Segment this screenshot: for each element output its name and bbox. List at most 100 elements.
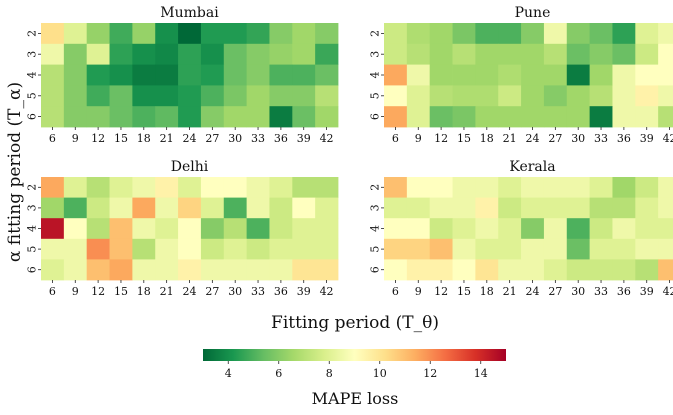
heatmap-cell <box>406 85 431 107</box>
heatmap-cell <box>86 197 110 219</box>
heatmap-cell <box>246 259 270 281</box>
y-tick-label: 6 <box>26 113 39 120</box>
heatmap-cell <box>246 177 270 198</box>
heatmap-cell <box>498 43 522 65</box>
heatmap-cell <box>406 238 431 260</box>
heatmap-cell <box>178 23 202 45</box>
heatmap-cell <box>612 23 636 45</box>
x-tick-label: 27 <box>548 285 562 298</box>
x-tick-label: 9 <box>72 132 79 145</box>
colorbar-tick-label: 12 <box>423 367 437 380</box>
x-tick-label: 15 <box>457 132 471 145</box>
heatmap-cell <box>292 197 316 219</box>
heatmap-cell <box>41 238 65 260</box>
heatmap-cell <box>658 23 673 45</box>
heatmap-cell <box>315 218 339 240</box>
heatmap-cell <box>246 23 270 45</box>
x-tick-label: 21 <box>160 285 174 298</box>
heatmap-cell <box>269 43 293 65</box>
heatmap-pune: Pune69121518212427303336394223456 <box>369 5 673 145</box>
heatmap-cell <box>406 259 431 281</box>
x-tick-label: 18 <box>480 132 494 145</box>
x-tick-label: 9 <box>72 285 79 298</box>
heatmap-cell <box>543 259 568 281</box>
heatmap-cell <box>543 43 568 65</box>
heatmap-cell <box>658 43 673 65</box>
heatmap-cell <box>635 238 659 260</box>
heatmap-cell <box>566 64 591 86</box>
heatmap-cell <box>543 218 568 240</box>
heatmap-cell <box>269 85 293 107</box>
heatmap-cell <box>635 64 659 86</box>
heatmap-cell <box>269 106 293 128</box>
heatmap-cell <box>292 64 316 86</box>
heatmap-cell <box>63 43 88 65</box>
heatmap-cell <box>543 64 568 86</box>
heatmap-cell <box>452 106 476 128</box>
x-tick-label: 27 <box>205 132 219 145</box>
heatmap-cell <box>566 259 591 281</box>
heatmap-cell <box>635 85 659 107</box>
x-tick-label: 42 <box>320 132 334 145</box>
heatmap-cell <box>566 218 591 240</box>
heatmap-cell <box>246 238 270 260</box>
x-tick-label: 9 <box>415 132 422 145</box>
heatmap-cell <box>406 43 431 65</box>
heatmap-cell <box>521 85 545 107</box>
y-tick-label: 2 <box>369 30 382 37</box>
heatmap-cell <box>178 64 202 86</box>
y-tick-label: 5 <box>369 246 382 253</box>
heatmap-cell <box>200 106 225 128</box>
heatmap-cell <box>452 23 476 45</box>
heatmap-cell <box>589 259 613 281</box>
heatmap-cell <box>543 106 568 128</box>
heatmap-cell <box>269 218 293 240</box>
x-tick-label: 15 <box>114 132 128 145</box>
heatmap-cell <box>132 64 156 86</box>
heatmap-cell <box>315 177 339 198</box>
heatmap-cell <box>429 177 453 198</box>
heatmap-cell <box>475 106 499 128</box>
heatmap-cell <box>223 106 248 128</box>
heatmap-cell <box>589 218 613 240</box>
heatmap-cell <box>452 197 476 219</box>
heatmap-cell <box>132 106 156 128</box>
heatmap-title: Mumbai <box>160 5 219 21</box>
heatmap-cell <box>200 64 225 86</box>
heatmap-cell <box>384 64 408 86</box>
heatmap-cell <box>429 197 453 219</box>
x-tick-label: 21 <box>503 132 517 145</box>
heatmap-cell <box>246 43 270 65</box>
heatmap-cell <box>658 197 673 219</box>
y-tick-label: 3 <box>369 204 382 211</box>
x-tick-label: 21 <box>503 285 517 298</box>
heatmap-cell <box>155 177 179 198</box>
heatmap-cell <box>589 177 613 198</box>
heatmap-cell <box>589 43 613 65</box>
x-tick-label: 12 <box>434 285 448 298</box>
heatmap-cell <box>475 259 499 281</box>
heatmap-cell <box>589 85 613 107</box>
heatmap-cell <box>63 23 88 45</box>
heatmap-cell <box>86 259 110 281</box>
heatmap-cell <box>498 23 522 45</box>
colorbar-tick-label: 14 <box>474 367 488 380</box>
heatmap-cell <box>178 106 202 128</box>
heatmap-cell <box>612 218 636 240</box>
heatmap-cell <box>41 85 65 107</box>
heatmap-cell <box>521 238 545 260</box>
heatmap-cell <box>269 177 293 198</box>
heatmap-cell <box>612 259 636 281</box>
heatmap-cell <box>406 64 431 86</box>
heatmap-cell <box>155 238 179 260</box>
heatmap-cell <box>429 218 453 240</box>
heatmap-cell <box>132 43 156 65</box>
heatmap-cell <box>200 259 225 281</box>
heatmap-cell <box>452 85 476 107</box>
heatmap-cell <box>543 177 568 198</box>
heatmap-cell <box>475 64 499 86</box>
heatmap-cell <box>292 43 316 65</box>
heatmap-cell <box>269 64 293 86</box>
heatmap-cell <box>315 43 339 65</box>
